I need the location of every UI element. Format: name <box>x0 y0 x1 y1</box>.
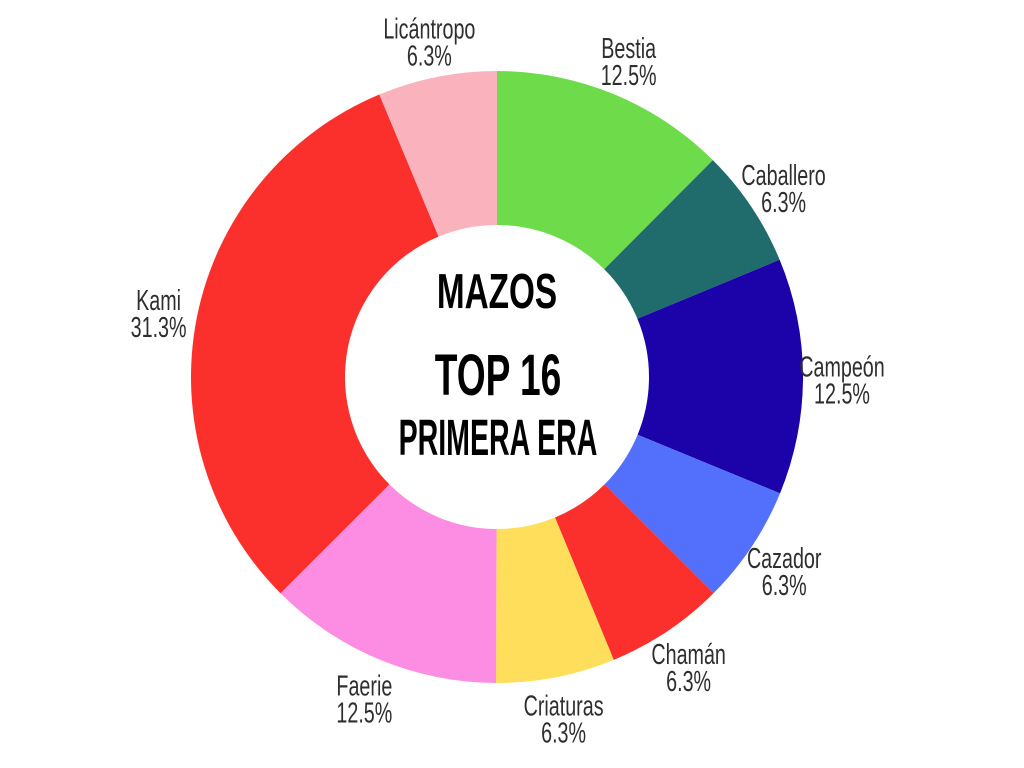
slice-label-cazador: Cazador 6.3% <box>747 544 821 603</box>
pie-slice-faerie <box>280 484 497 683</box>
slice-labels: Bestia 12.5% Caballero 6.3% Campeón 12.5% Caza… <box>131 14 885 749</box>
pie-slice-kami <box>190 94 439 594</box>
slice-label-campeon: Campeón 12.5% <box>799 352 884 411</box>
pie-slice-chaman <box>555 484 714 660</box>
pie-slices <box>190 71 804 684</box>
pie-slice-licantropo <box>379 71 497 237</box>
pie-slice-caballero <box>604 160 780 319</box>
slice-label-licantropo: Licántropo 6.3% <box>383 14 475 73</box>
slice-label-caballero: Caballero 6.3% <box>741 160 825 219</box>
center-title-line-1: MAZOS <box>437 264 557 319</box>
slice-label-kami: Kami 31.3% <box>131 285 187 344</box>
center-title-line-3: PRIMERA ERA <box>399 409 598 466</box>
pie-slice-campeon <box>637 259 804 494</box>
pie-slice-cazador <box>604 434 781 594</box>
pie-slice-criaturas <box>496 517 614 684</box>
slice-label-chaman: Chamán 6.3% <box>651 639 725 698</box>
pie-slice-bestia <box>497 71 713 270</box>
center-title-line-2: TOP 16 <box>435 344 562 408</box>
slice-label-bestia: Bestia 12.5% <box>601 34 657 93</box>
slice-label-criaturas: Criaturas 6.3% <box>524 691 604 750</box>
slice-label-faerie: Faerie 12.5% <box>336 671 392 730</box>
